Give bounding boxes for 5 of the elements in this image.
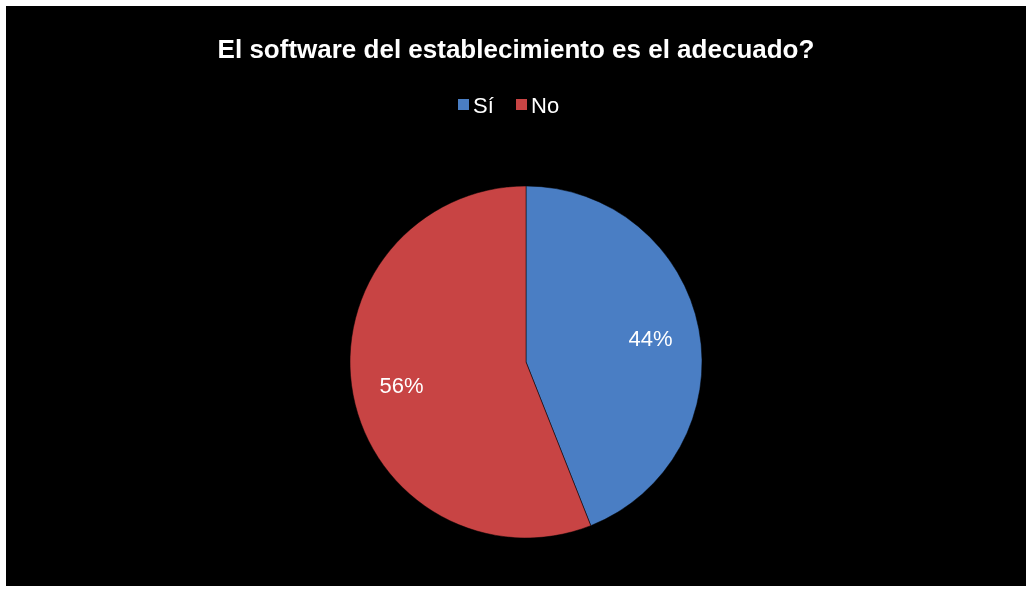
data-label: 56% (379, 373, 424, 399)
legend-label: Sí (473, 93, 494, 118)
data-label: 44% (628, 325, 673, 351)
legend-label: No (531, 93, 560, 118)
chart-title: El software del establecimiento es el adecuado? (217, 34, 815, 64)
